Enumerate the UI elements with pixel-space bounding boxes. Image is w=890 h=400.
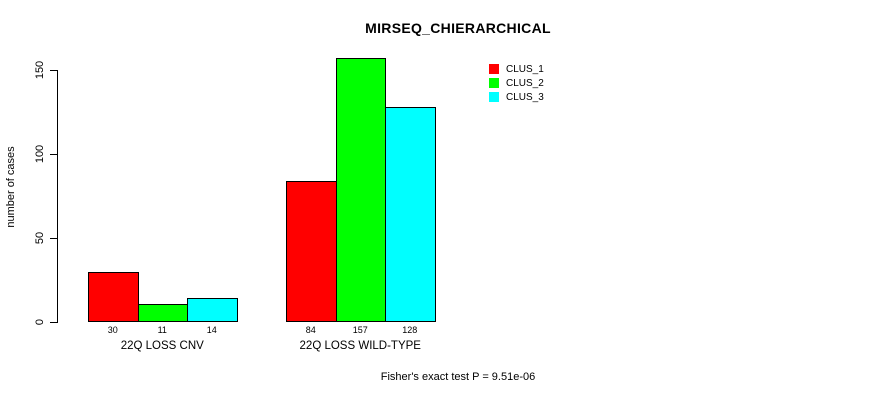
bar-value-label: 11 xyxy=(157,325,167,335)
legend-label: CLUS_3 xyxy=(506,91,544,103)
bar-clus_2-group2 xyxy=(335,58,386,322)
y-axis-tick xyxy=(50,238,57,239)
legend-item-clus_2: CLUS_2 xyxy=(489,76,544,90)
category-label-group1: 22Q LOSS CNV xyxy=(120,340,204,352)
y-axis-tick-label: 0 xyxy=(34,318,46,326)
legend-label: CLUS_1 xyxy=(506,63,544,75)
y-axis-tick-label: 50 xyxy=(34,231,46,245)
y-axis-line xyxy=(57,70,58,323)
legend-label: CLUS_2 xyxy=(506,77,544,89)
category-label-group2: 22Q LOSS WILD-TYPE xyxy=(299,340,421,352)
bar-value-label: 84 xyxy=(305,325,316,335)
y-axis-tick xyxy=(50,322,57,323)
y-axis-tick xyxy=(50,70,57,71)
y-axis-tick xyxy=(50,154,57,155)
legend-swatch-clus_3 xyxy=(489,92,499,102)
legend-item-clus_1: CLUS_1 xyxy=(489,62,544,76)
bar-value-label: 128 xyxy=(402,325,418,335)
bar-value-label: 14 xyxy=(206,325,217,335)
bar-value-label: 30 xyxy=(107,325,118,335)
y-axis-label: number of cases xyxy=(5,146,17,228)
bar-clus_3-group1 xyxy=(187,298,238,322)
legend: CLUS_1 CLUS_2 CLUS_3 xyxy=(489,62,544,104)
legend-swatch-clus_1 xyxy=(489,64,499,74)
fisher-test-annotation: Fisher's exact test P = 9.51e-06 xyxy=(380,371,536,383)
bar-value-label: 157 xyxy=(352,325,368,335)
bar-clus_1-group1 xyxy=(88,272,139,322)
y-axis-tick-label: 150 xyxy=(34,60,46,80)
legend-swatch-clus_2 xyxy=(489,78,499,88)
chart-title: MIRSEQ_CHIERARCHICAL xyxy=(365,20,551,36)
bar-clus_3-group2 xyxy=(385,107,436,322)
legend-item-clus_3: CLUS_3 xyxy=(489,90,544,104)
y-axis-tick-label: 100 xyxy=(34,144,46,164)
bar-clus_2-group1 xyxy=(137,304,188,322)
bar-clus_1-group2 xyxy=(286,181,337,322)
